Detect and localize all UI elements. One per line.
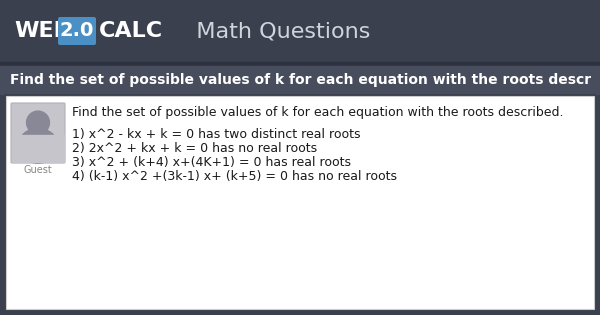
Text: 2.0: 2.0	[60, 21, 94, 41]
Text: Guest: Guest	[23, 165, 52, 175]
Text: 4) (k-1) x^2 +(3k-1) x+ (k+5) = 0 has no real roots: 4) (k-1) x^2 +(3k-1) x+ (k+5) = 0 has no…	[72, 170, 397, 183]
Bar	[12, 135, 64, 162]
Bar	[4, 94, 596, 311]
Text: Math Questions: Math Questions	[175, 21, 370, 41]
Text: Find the set of possible values of k for each equation with the roots described.: Find the set of possible values of k for…	[72, 106, 563, 119]
Bar	[6, 96, 594, 309]
Text: 3) x^2 + (k+4) x+(4K+1) = 0 has real roots: 3) x^2 + (k+4) x+(4K+1) = 0 has real roo…	[72, 156, 351, 169]
Ellipse shape	[18, 128, 58, 163]
Text: CALC: CALC	[99, 21, 163, 41]
Text: 1) x^2 - kx + k = 0 has two distinct real roots: 1) x^2 - kx + k = 0 has two distinct rea…	[72, 128, 361, 141]
Text: WEB: WEB	[14, 21, 71, 41]
Bar	[0, 0, 600, 62]
Circle shape	[26, 111, 49, 134]
Bar	[0, 62, 600, 66]
FancyBboxPatch shape	[11, 103, 65, 163]
Bar	[0, 66, 600, 94]
Text: 2) 2x^2 + kx + k = 0 has no real roots: 2) 2x^2 + kx + k = 0 has no real roots	[72, 142, 317, 155]
Text: Find the set of possible values of k for each equation with the roots descr: Find the set of possible values of k for…	[10, 73, 591, 87]
FancyBboxPatch shape	[58, 17, 96, 45]
